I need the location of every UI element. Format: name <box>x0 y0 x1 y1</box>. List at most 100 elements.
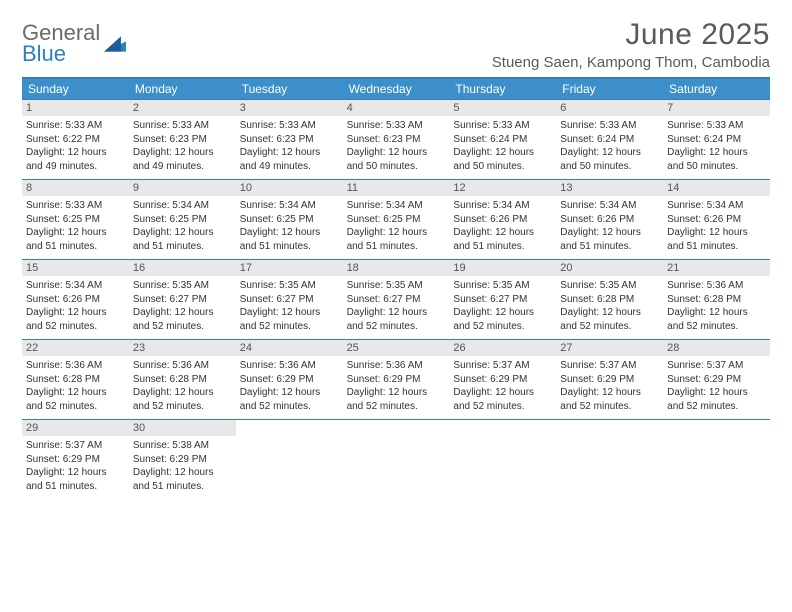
day-details: Sunrise: 5:33 AMSunset: 6:24 PMDaylight:… <box>453 119 552 173</box>
day-details: Sunrise: 5:33 AMSunset: 6:24 PMDaylight:… <box>667 119 766 173</box>
day-details: Sunrise: 5:35 AMSunset: 6:27 PMDaylight:… <box>347 279 446 333</box>
day-number: 27 <box>556 340 663 356</box>
day-number: 22 <box>22 340 129 356</box>
day-number: 29 <box>22 420 129 436</box>
calendar-day: 8 Sunrise: 5:33 AMSunset: 6:25 PMDaylight… <box>22 180 129 259</box>
calendar-day: 18 Sunrise: 5:35 AMSunset: 6:27 PMDayligh… <box>343 260 450 339</box>
calendar-week: 8 Sunrise: 5:33 AMSunset: 6:25 PMDaylight… <box>22 179 770 259</box>
day-details: Sunrise: 5:37 AMSunset: 6:29 PMDaylight:… <box>453 359 552 413</box>
day-details: Sunrise: 5:36 AMSunset: 6:28 PMDaylight:… <box>133 359 232 413</box>
day-number: 20 <box>556 260 663 276</box>
calendar-day: 26 Sunrise: 5:37 AMSunset: 6:29 PMDayligh… <box>449 340 556 419</box>
day-number: 1 <box>22 100 129 116</box>
dow-cell: Tuesday <box>236 79 343 99</box>
calendar-day: 20 Sunrise: 5:35 AMSunset: 6:28 PMDayligh… <box>556 260 663 339</box>
day-details: Sunrise: 5:33 AMSunset: 6:23 PMDaylight:… <box>347 119 446 173</box>
calendar-day: 29 Sunrise: 5:37 AMSunset: 6:29 PMDayligh… <box>22 420 129 499</box>
dow-cell: Saturday <box>663 79 770 99</box>
day-details: Sunrise: 5:33 AMSunset: 6:25 PMDaylight:… <box>26 199 125 253</box>
day-details: Sunrise: 5:37 AMSunset: 6:29 PMDaylight:… <box>26 439 125 493</box>
calendar-week: 1Sunrise: 5:33 AMSunset: 6:22 PMDaylight… <box>22 99 770 179</box>
logo-text-block: General Blue <box>22 22 100 65</box>
calendar: SundayMondayTuesdayWednesdayThursdayFrid… <box>22 77 770 499</box>
day-number: 11 <box>343 180 450 196</box>
day-details: Sunrise: 5:33 AMSunset: 6:24 PMDaylight:… <box>560 119 659 173</box>
logo: General Blue <box>22 22 128 65</box>
day-number: 14 <box>663 180 770 196</box>
day-details: Sunrise: 5:34 AMSunset: 6:26 PMDaylight:… <box>453 199 552 253</box>
calendar-day: 21Sunrise: 5:36 AMSunset: 6:28 PMDayligh… <box>663 260 770 339</box>
dow-cell: Sunday <box>22 79 129 99</box>
calendar-day: 13 Sunrise: 5:34 AMSunset: 6:26 PMDayligh… <box>556 180 663 259</box>
calendar-day: 28Sunrise: 5:37 AMSunset: 6:29 PMDayligh… <box>663 340 770 419</box>
day-details: Sunrise: 5:38 AMSunset: 6:29 PMDaylight:… <box>133 439 232 493</box>
calendar-day <box>236 420 343 499</box>
calendar-day <box>663 420 770 499</box>
day-number: 7 <box>663 100 770 116</box>
day-number: 10 <box>236 180 343 196</box>
calendar-week: 22Sunrise: 5:36 AMSunset: 6:28 PMDayligh… <box>22 339 770 419</box>
dow-cell: Thursday <box>449 79 556 99</box>
calendar-body: 1Sunrise: 5:33 AMSunset: 6:22 PMDaylight… <box>22 99 770 499</box>
calendar-day: 12Sunrise: 5:34 AMSunset: 6:26 PMDayligh… <box>449 180 556 259</box>
day-number: 30 <box>129 420 236 436</box>
day-details: Sunrise: 5:33 AMSunset: 6:23 PMDaylight:… <box>240 119 339 173</box>
day-number: 13 <box>556 180 663 196</box>
calendar-day: 27 Sunrise: 5:37 AMSunset: 6:29 PMDayligh… <box>556 340 663 419</box>
logo-word-blue: Blue <box>22 43 100 65</box>
day-number: 26 <box>449 340 556 356</box>
day-details: Sunrise: 5:35 AMSunset: 6:28 PMDaylight:… <box>560 279 659 333</box>
day-details: Sunrise: 5:36 AMSunset: 6:28 PMDaylight:… <box>26 359 125 413</box>
calendar-day: 11 Sunrise: 5:34 AMSunset: 6:25 PMDayligh… <box>343 180 450 259</box>
day-details: Sunrise: 5:35 AMSunset: 6:27 PMDaylight:… <box>240 279 339 333</box>
day-details: Sunrise: 5:36 AMSunset: 6:28 PMDaylight:… <box>667 279 766 333</box>
day-number: 3 <box>236 100 343 116</box>
day-number: 24 <box>236 340 343 356</box>
calendar-day: 4 Sunrise: 5:33 AMSunset: 6:23 PMDaylight… <box>343 100 450 179</box>
day-details: Sunrise: 5:36 AMSunset: 6:29 PMDaylight:… <box>240 359 339 413</box>
day-details: Sunrise: 5:34 AMSunset: 6:26 PMDaylight:… <box>667 199 766 253</box>
calendar-day <box>343 420 450 499</box>
calendar-day: 25 Sunrise: 5:36 AMSunset: 6:29 PMDayligh… <box>343 340 450 419</box>
calendar-day: 30 Sunrise: 5:38 AMSunset: 6:29 PMDayligh… <box>129 420 236 499</box>
day-details: Sunrise: 5:37 AMSunset: 6:29 PMDaylight:… <box>560 359 659 413</box>
day-number: 2 <box>129 100 236 116</box>
calendar-day: 9 Sunrise: 5:34 AMSunset: 6:25 PMDaylight… <box>129 180 236 259</box>
day-details: Sunrise: 5:33 AMSunset: 6:23 PMDaylight:… <box>133 119 232 173</box>
day-number: 15 <box>22 260 129 276</box>
day-details: Sunrise: 5:35 AMSunset: 6:27 PMDaylight:… <box>453 279 552 333</box>
day-details: Sunrise: 5:35 AMSunset: 6:27 PMDaylight:… <box>133 279 232 333</box>
logo-flag-icon <box>102 33 128 55</box>
day-number: 8 <box>22 180 129 196</box>
calendar-week: 15 Sunrise: 5:34 AMSunset: 6:26 PMDayligh… <box>22 259 770 339</box>
day-number: 4 <box>343 100 450 116</box>
day-number: 19 <box>449 260 556 276</box>
calendar-day: 15 Sunrise: 5:34 AMSunset: 6:26 PMDayligh… <box>22 260 129 339</box>
calendar-day: 6 Sunrise: 5:33 AMSunset: 6:24 PMDaylight… <box>556 100 663 179</box>
day-details: Sunrise: 5:34 AMSunset: 6:25 PMDaylight:… <box>347 199 446 253</box>
calendar-day: 10Sunrise: 5:34 AMSunset: 6:25 PMDayligh… <box>236 180 343 259</box>
day-details: Sunrise: 5:36 AMSunset: 6:29 PMDaylight:… <box>347 359 446 413</box>
day-number: 25 <box>343 340 450 356</box>
calendar-day: 1Sunrise: 5:33 AMSunset: 6:22 PMDaylight… <box>22 100 129 179</box>
calendar-day: 14 Sunrise: 5:34 AMSunset: 6:26 PMDayligh… <box>663 180 770 259</box>
title-block: June 2025 Stueng Saen, Kampong Thom, Cam… <box>492 18 770 71</box>
calendar-day: 2 Sunrise: 5:33 AMSunset: 6:23 PMDaylight… <box>129 100 236 179</box>
day-number: 17 <box>236 260 343 276</box>
calendar-day: 17 Sunrise: 5:35 AMSunset: 6:27 PMDayligh… <box>236 260 343 339</box>
day-number: 6 <box>556 100 663 116</box>
day-number: 23 <box>129 340 236 356</box>
calendar-day <box>449 420 556 499</box>
day-details: Sunrise: 5:37 AMSunset: 6:29 PMDaylight:… <box>667 359 766 413</box>
calendar-day: 5 Sunrise: 5:33 AMSunset: 6:24 PMDaylight… <box>449 100 556 179</box>
day-details: Sunrise: 5:34 AMSunset: 6:26 PMDaylight:… <box>26 279 125 333</box>
calendar-day <box>556 420 663 499</box>
day-number: 9 <box>129 180 236 196</box>
dow-cell: Wednesday <box>343 79 450 99</box>
day-details: Sunrise: 5:34 AMSunset: 6:25 PMDaylight:… <box>133 199 232 253</box>
calendar-day: 24 Sunrise: 5:36 AMSunset: 6:29 PMDayligh… <box>236 340 343 419</box>
calendar-day: 16Sunrise: 5:35 AMSunset: 6:27 PMDayligh… <box>129 260 236 339</box>
day-number: 5 <box>449 100 556 116</box>
day-details: Sunrise: 5:34 AMSunset: 6:26 PMDaylight:… <box>560 199 659 253</box>
day-number: 18 <box>343 260 450 276</box>
